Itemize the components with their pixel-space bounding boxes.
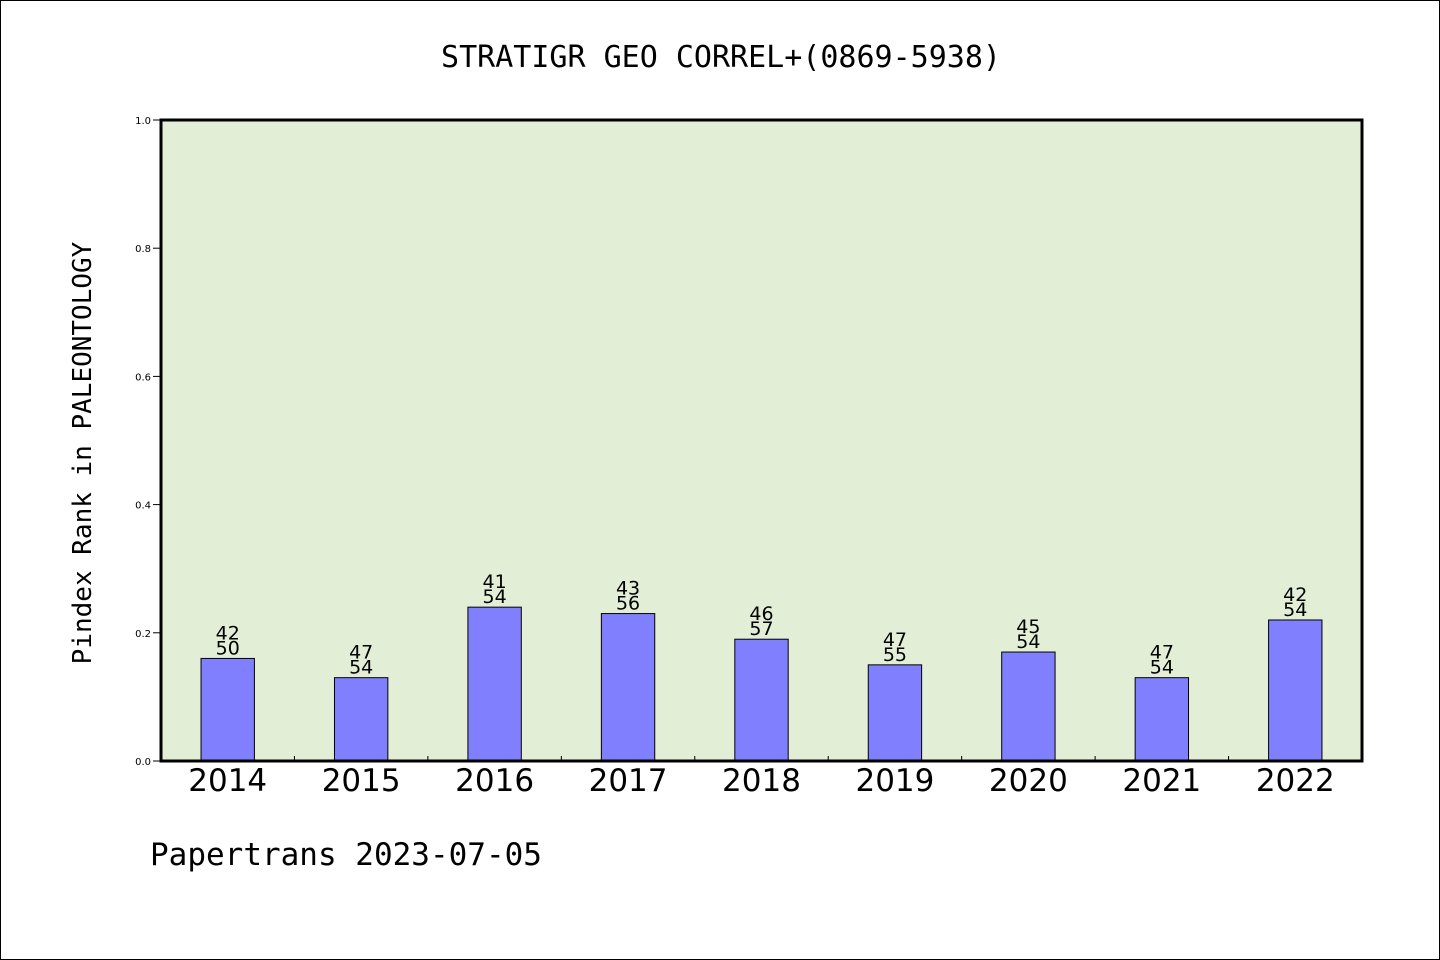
data-label-bottom-2017: 56 xyxy=(616,593,640,615)
data-label-bottom-2016: 54 xyxy=(483,586,507,608)
chart-title: STRATIGR GEO CORREL+(0869-5938) xyxy=(441,40,1001,75)
y-tick-label-0.6: 0.6 xyxy=(135,372,151,383)
data-label-top-2015: 47 xyxy=(349,642,373,664)
bar-2017 xyxy=(600,613,656,762)
bars-group xyxy=(200,606,1323,762)
data-label-top-2017: 43 xyxy=(616,578,640,600)
data-label-bottom-2019: 55 xyxy=(883,644,907,666)
bar-2020 xyxy=(1001,651,1056,762)
y-axis-label: Pindex Rank in PALEONTOLOGY xyxy=(68,241,98,664)
footer-date: Papertrans 2023-07-05 xyxy=(150,837,542,873)
data-label-bottom-2020: 54 xyxy=(1016,631,1040,653)
data-label-bottom-2015: 54 xyxy=(349,657,373,679)
x-tick-label-2016: 2016 xyxy=(455,763,534,799)
data-label-bottom-2018: 57 xyxy=(749,618,773,640)
x-tick-label-2022: 2022 xyxy=(1256,763,1335,799)
y-tick-label-0.2: 0.2 xyxy=(135,629,151,640)
data-label-bottom-2014: 50 xyxy=(216,637,240,659)
y-tick-label-1.0: 1.0 xyxy=(135,116,151,127)
data-label-top-2019: 47 xyxy=(883,629,907,651)
y-ticks-group: 0.0 0.2 0.4 0.6 0.8 1.0 xyxy=(135,116,161,768)
bar-2019 xyxy=(867,664,923,762)
data-label-top-2022: 42 xyxy=(1283,584,1307,606)
data-label-top-2018: 46 xyxy=(749,603,773,625)
data-label-bottom-2021: 54 xyxy=(1150,657,1174,679)
y-tick-label-0.0: 0.0 xyxy=(135,757,151,768)
bar-2022 xyxy=(1268,619,1323,762)
bar-2014 xyxy=(200,657,255,762)
x-tick-label-2018: 2018 xyxy=(722,763,801,799)
x-ticks-group: 2014 2015 2016 2017 2018 2019 2020 2021 2022 xyxy=(188,756,1335,799)
data-label-top-2016: 41 xyxy=(483,571,507,593)
bar-2018 xyxy=(734,638,789,762)
x-tick-label-2014: 2014 xyxy=(188,763,267,799)
data-label-top-2020: 45 xyxy=(1016,616,1040,638)
x-tick-label-2019: 2019 xyxy=(855,763,934,799)
y-tick-label-0.8: 0.8 xyxy=(135,244,151,255)
data-label-top-2014: 42 xyxy=(216,622,240,644)
bar-2015 xyxy=(333,677,389,762)
y-tick-label-0.4: 0.4 xyxy=(135,501,151,512)
data-label-top-2021: 47 xyxy=(1150,642,1174,664)
data-label-bottom-2022: 54 xyxy=(1283,599,1307,621)
bar-2016 xyxy=(467,606,522,762)
x-tick-label-2015: 2015 xyxy=(322,763,401,799)
x-tick-label-2020: 2020 xyxy=(989,763,1068,799)
x-tick-label-2017: 2017 xyxy=(589,763,668,799)
x-tick-label-2021: 2021 xyxy=(1122,763,1201,799)
bar-2021 xyxy=(1134,677,1190,762)
plot-border xyxy=(159,118,1364,763)
